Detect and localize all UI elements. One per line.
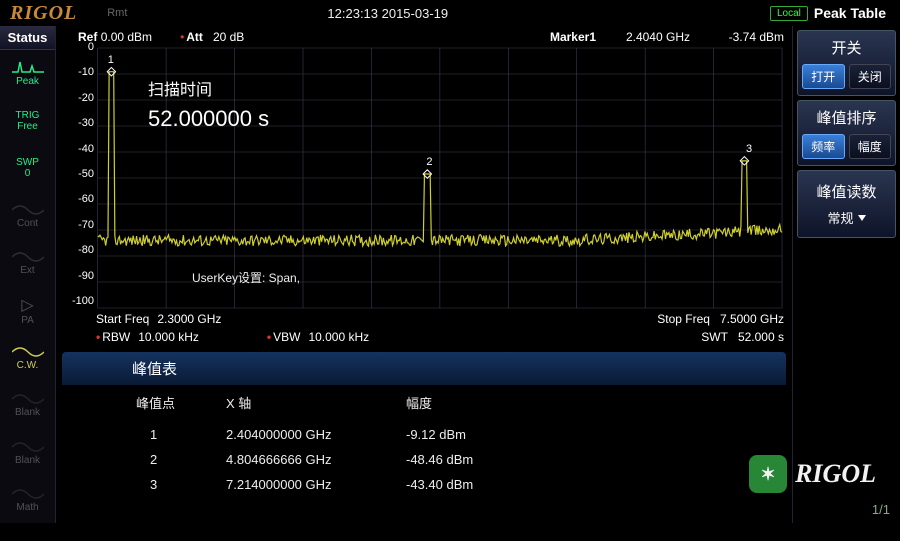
status-trig[interactable]: TRIG Free bbox=[4, 101, 52, 140]
status-blank1[interactable]: Blank bbox=[4, 385, 52, 424]
vbw-label: VBW bbox=[273, 330, 300, 344]
sort-amp-option[interactable]: 幅度 bbox=[849, 134, 892, 159]
center-panel: Ref 0.00 dBm •Att 20 dB Marker1 2.4040 G… bbox=[56, 26, 792, 523]
waveform-icon bbox=[12, 60, 44, 76]
table-row: 1 2.404000000 GHz -9.12 dBm bbox=[136, 422, 792, 447]
peak-marker-3: 3 bbox=[746, 143, 752, 155]
status-swp[interactable]: SWP 0 bbox=[4, 149, 52, 188]
start-freq-label: Start Freq bbox=[96, 312, 149, 326]
sine-icon bbox=[12, 249, 44, 265]
swt-value: 52.000 s bbox=[738, 330, 784, 344]
rbw-line: •RBW 10.000 kHz •VBW 10.000 kHz SWT 52.0… bbox=[56, 328, 792, 346]
col-x-header: X 轴 bbox=[226, 393, 376, 412]
menu-switch[interactable]: 开关 打开 关闭 bbox=[797, 30, 896, 96]
switch-off-option[interactable]: 关闭 bbox=[849, 64, 892, 89]
cell-peak-x: 7.214000000 GHz bbox=[226, 477, 376, 492]
status-math[interactable]: Math bbox=[4, 480, 52, 519]
table-row: 3 7.214000000 GHz -43.40 dBm bbox=[136, 472, 792, 497]
col-peak-header: 峰值点 bbox=[136, 393, 196, 412]
sweep-time-value: 52.000000 s bbox=[148, 106, 269, 132]
att-label: Att bbox=[186, 30, 203, 44]
cell-peak-amp: -48.46 dBm bbox=[406, 452, 526, 467]
cell-peak-n: 2 bbox=[136, 452, 196, 467]
cell-peak-n: 3 bbox=[136, 477, 196, 492]
status-peak[interactable]: Peak bbox=[4, 54, 52, 93]
menu-sort[interactable]: 峰值排序 频率 幅度 bbox=[797, 100, 896, 166]
freq-line: Start Freq 2.3000 GHz Stop Freq 7.5000 G… bbox=[56, 310, 792, 328]
userkey-hint: UserKey设置: Span, bbox=[192, 269, 300, 286]
wechat-icon: ✶ bbox=[749, 455, 787, 493]
status-pa[interactable]: ▷ PA bbox=[4, 290, 52, 329]
readout-value: 常规 bbox=[827, 208, 853, 227]
status-header: Status bbox=[0, 26, 55, 50]
sine-icon bbox=[12, 486, 44, 502]
stop-freq-label: Stop Freq bbox=[657, 312, 710, 326]
panel-title: Peak Table bbox=[814, 5, 894, 21]
hot-indicator-icon: • bbox=[96, 330, 100, 344]
col-amp-header: 幅度 bbox=[406, 393, 526, 412]
spectrum-chart[interactable]: 0-10-20-30-40-50-60-70-80-90-100 扫描时间 52… bbox=[62, 46, 786, 310]
cell-peak-n: 1 bbox=[136, 427, 196, 442]
local-badge[interactable]: Local bbox=[770, 6, 808, 21]
peak-marker-1: 1 bbox=[108, 54, 114, 66]
ref-value: 0.00 dBm bbox=[101, 30, 152, 44]
top-bar: RIGOL Rmt 12:23:13 2015-03-19 Local Peak… bbox=[0, 0, 900, 26]
marker1-label: Marker1 bbox=[550, 30, 596, 44]
sort-freq-option[interactable]: 频率 bbox=[802, 134, 845, 159]
ref-line: Ref 0.00 dBm •Att 20 dB Marker1 2.4040 G… bbox=[56, 26, 792, 46]
status-cw[interactable]: C.W. bbox=[4, 338, 52, 377]
status-ext[interactable]: Ext bbox=[4, 243, 52, 282]
sine-icon bbox=[12, 344, 44, 360]
swt-label: SWT bbox=[701, 330, 728, 344]
rbw-label: RBW bbox=[102, 330, 130, 344]
chevron-down-icon bbox=[858, 215, 866, 221]
sine-icon bbox=[12, 391, 44, 407]
rmt-indicator: Rmt bbox=[107, 7, 127, 19]
vbw-value: 10.000 kHz bbox=[308, 330, 369, 344]
cell-peak-x: 4.804666666 GHz bbox=[226, 452, 376, 467]
status-cont[interactable]: Cont bbox=[4, 196, 52, 235]
switch-on-option[interactable]: 打开 bbox=[802, 64, 845, 89]
stop-freq-value: 7.5000 GHz bbox=[720, 312, 784, 326]
sweep-time-overlay: 扫描时间 52.000000 s bbox=[148, 76, 269, 132]
sine-icon bbox=[12, 202, 44, 218]
hot-indicator-icon: • bbox=[267, 330, 271, 344]
status-blank2[interactable]: Blank bbox=[4, 432, 52, 471]
start-freq-value: 2.3000 GHz bbox=[157, 312, 221, 326]
sweep-time-label: 扫描时间 bbox=[148, 76, 269, 100]
peak-table: 峰值点 X 轴 幅度 1 2.404000000 GHz -9.12 dBm 2 4.8… bbox=[56, 385, 792, 497]
marker1-amp: -3.74 dBm bbox=[704, 30, 784, 44]
watermark: ✶ RIGOL bbox=[749, 455, 876, 493]
brand-logo: RIGOL bbox=[6, 2, 77, 25]
cell-peak-x: 2.404000000 GHz bbox=[226, 427, 376, 442]
rbw-value: 10.000 kHz bbox=[138, 330, 199, 344]
cell-peak-amp: -43.40 dBm bbox=[406, 477, 526, 492]
marker1-freq: 2.4040 GHz bbox=[610, 30, 690, 44]
pager: 1/1 bbox=[793, 496, 900, 523]
hot-indicator-icon: • bbox=[180, 30, 184, 44]
cell-peak-amp: -9.12 dBm bbox=[406, 427, 526, 442]
sine-icon bbox=[12, 439, 44, 455]
soft-menu: 开关 打开 关闭 峰值排序 频率 幅度 峰值读数 常规 1/1 bbox=[792, 26, 900, 523]
menu-readout[interactable]: 峰值读数 常规 bbox=[797, 170, 896, 238]
triangle-icon: ▷ bbox=[21, 295, 33, 315]
status-sidebar: Status Peak TRIG Free SWP 0 Cont Ext ▷ P… bbox=[0, 26, 56, 523]
datetime-display: 12:23:13 2015-03-19 bbox=[327, 6, 448, 21]
att-value: 20 dB bbox=[213, 30, 244, 44]
peak-marker-2: 2 bbox=[426, 156, 432, 168]
table-row: 2 4.804666666 GHz -48.46 dBm bbox=[136, 447, 792, 472]
peak-table-header: 峰值表 bbox=[62, 352, 786, 385]
